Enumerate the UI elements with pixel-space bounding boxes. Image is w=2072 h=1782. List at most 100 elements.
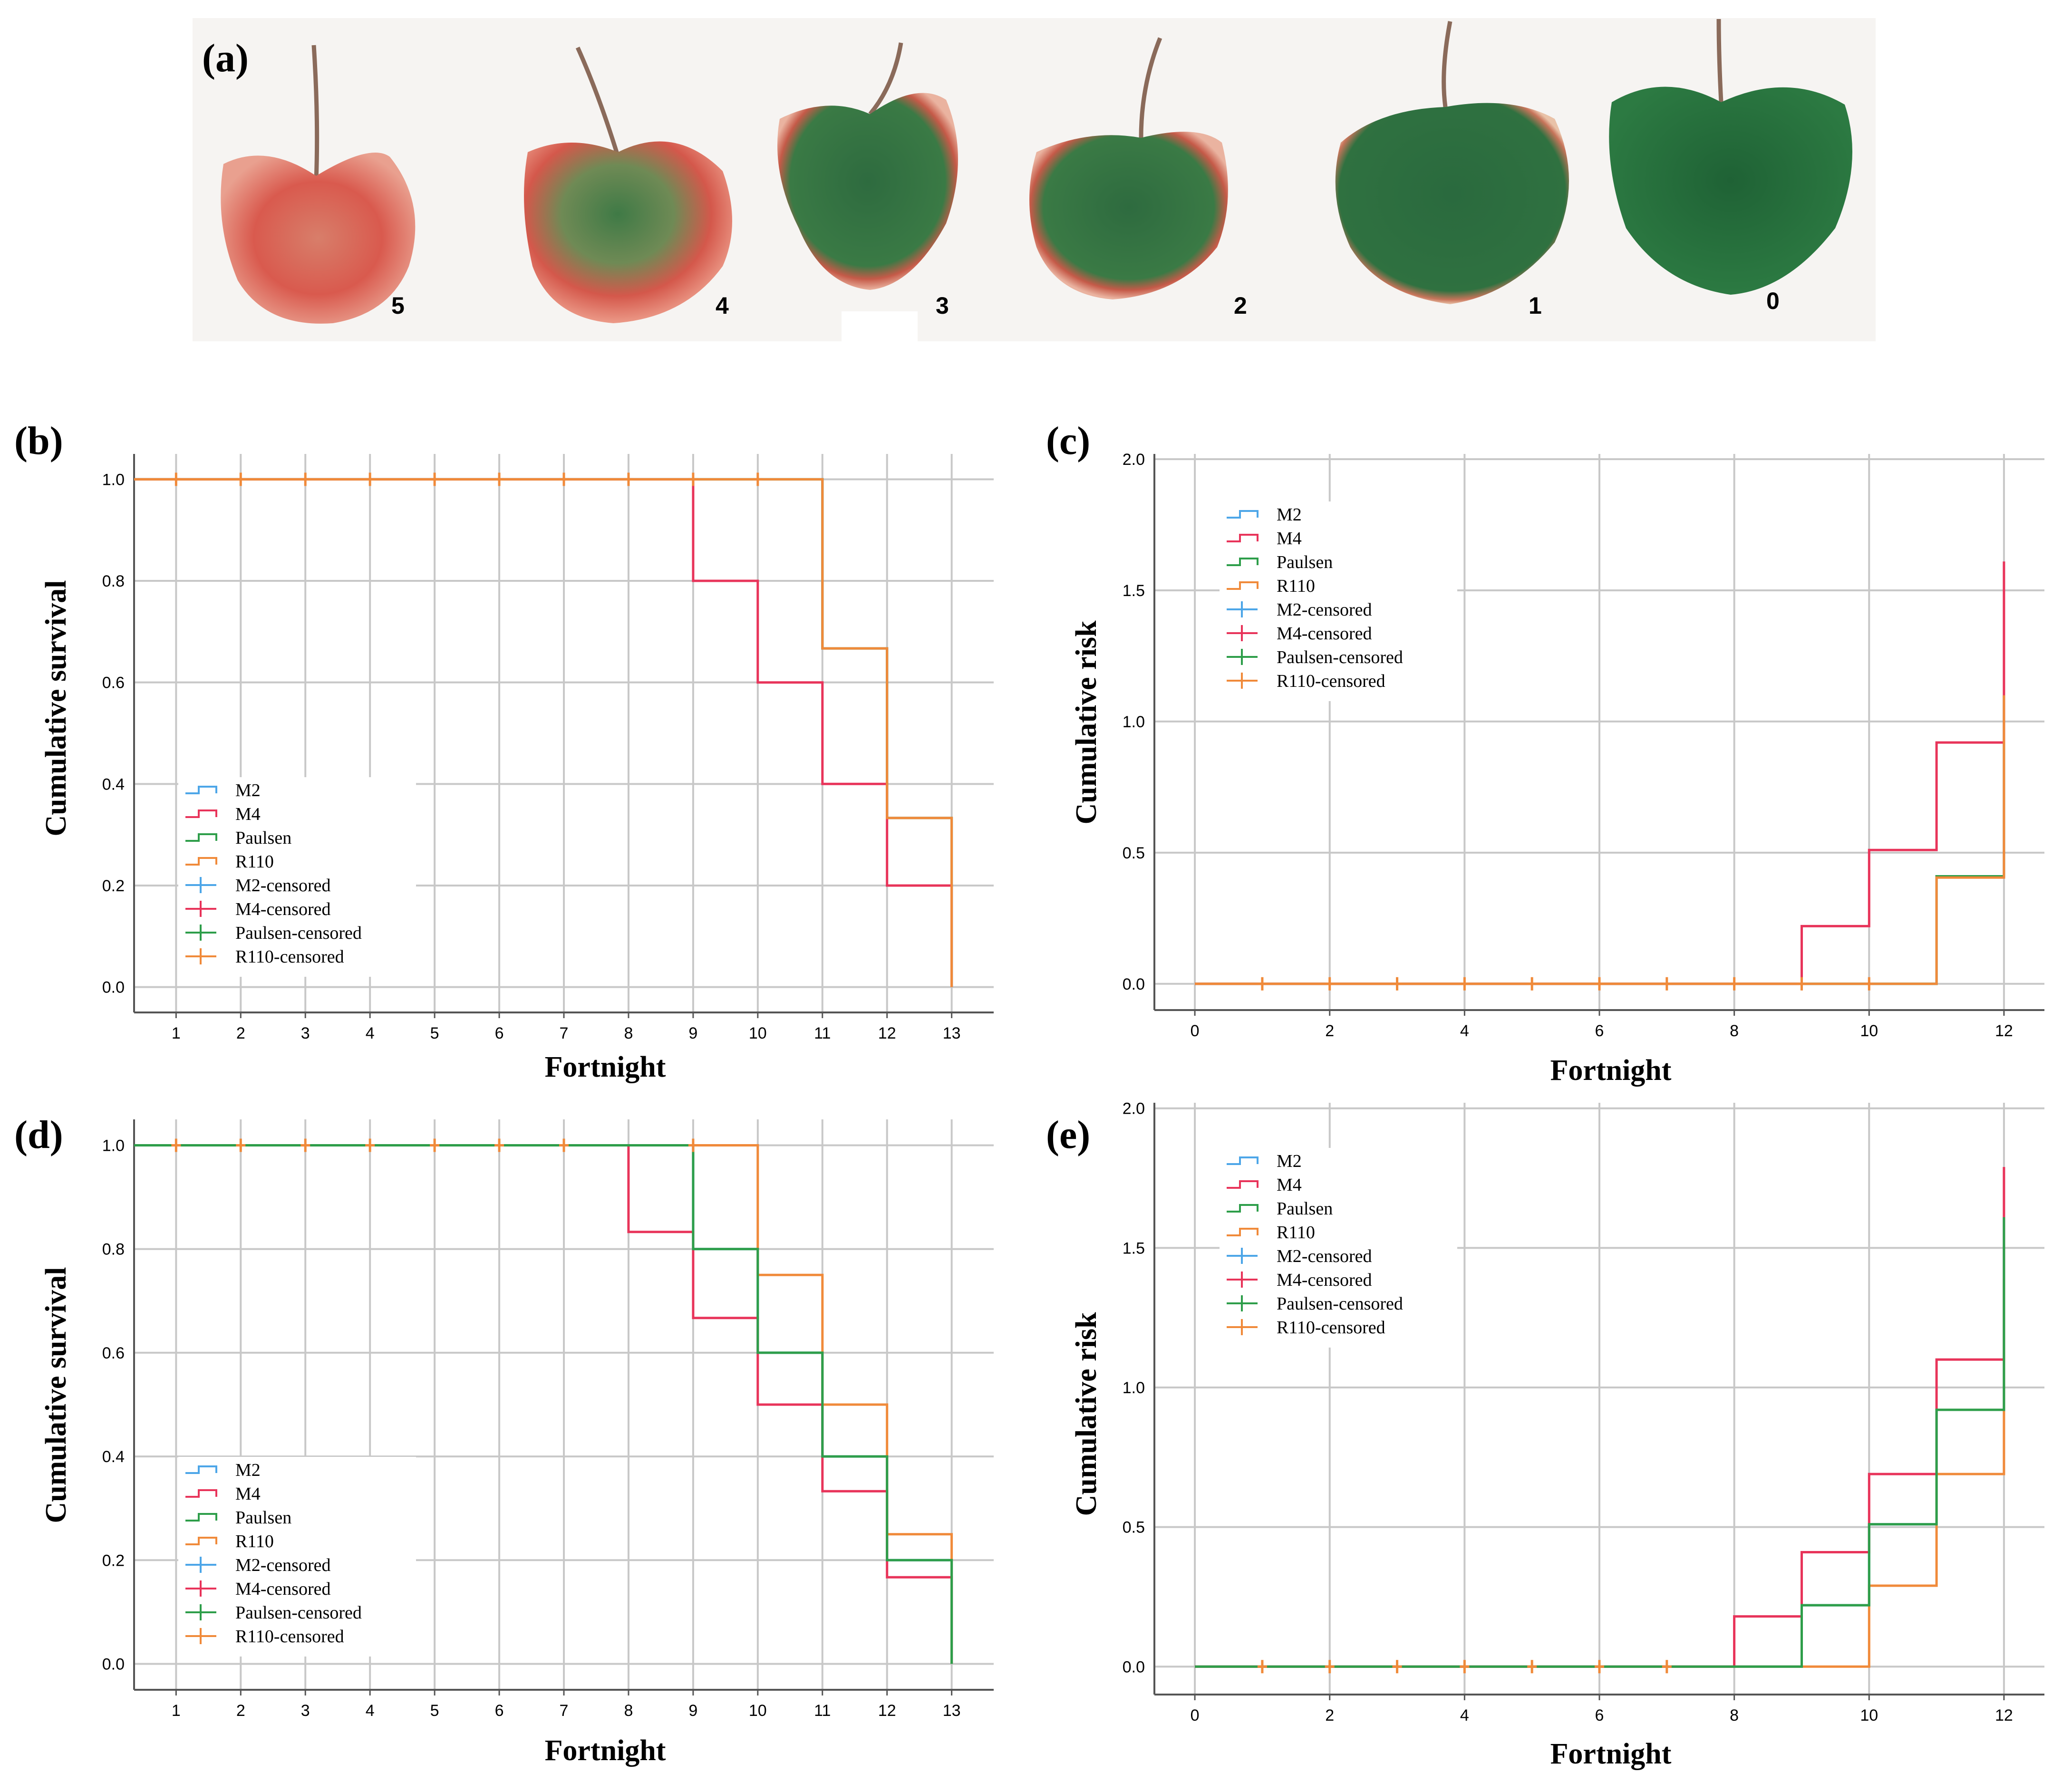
leaf-stem — [1716, 19, 1723, 103]
legend-label: Paulsen — [1277, 1199, 1333, 1219]
x-tick-label: 9 — [688, 1024, 697, 1042]
x-tick-label: 13 — [943, 1702, 961, 1720]
x-axis-title: Fortnight — [1550, 1054, 1672, 1087]
leaf-icon — [1029, 132, 1228, 299]
panel-label: (c) — [1046, 419, 1090, 463]
legend-step-icon — [1227, 558, 1259, 566]
legend-label: R110-censored — [1277, 671, 1385, 691]
series-line-r110 — [1195, 1279, 2005, 1668]
x-tick-label: 2 — [1325, 1706, 1334, 1724]
leaf-stem — [1442, 21, 1452, 107]
censored-marker — [300, 472, 310, 486]
x-tick-label: 10 — [1860, 1022, 1878, 1040]
legend-label: M4 — [1277, 529, 1302, 549]
legend-label: Paulsen-censored — [235, 1603, 362, 1623]
censored-marker — [430, 472, 440, 486]
censored-marker — [1257, 977, 1267, 991]
y-axis-title: Cumulative survival — [40, 580, 72, 836]
y-tick-label: 0.8 — [102, 1241, 125, 1259]
x-tick-label: 0 — [1191, 1706, 1200, 1724]
censored-marker — [494, 1138, 504, 1152]
legend: M2 M4 Paulsen R110 M2-censored M4-censored Pau… — [1220, 1148, 1457, 1348]
series-line-m4 — [134, 478, 953, 987]
x-axis-title: Fortnight — [1550, 1738, 1672, 1770]
y-tick-label: 0.2 — [102, 877, 125, 895]
legend-cross-icon — [185, 1628, 216, 1644]
legend-step-icon — [185, 1513, 217, 1522]
y-tick-label: 0.4 — [102, 775, 125, 793]
legend-cross-icon — [185, 1557, 216, 1573]
x-tick-label: 0 — [1191, 1022, 1200, 1040]
x-tick-label: 12 — [878, 1702, 896, 1720]
x-tick-label: 6 — [1595, 1706, 1604, 1724]
legend-step-icon — [185, 809, 217, 818]
legend-step-icon — [185, 1537, 217, 1545]
censored-marker — [1662, 977, 1672, 991]
x-tick-label: 10 — [749, 1702, 767, 1720]
censored-marker — [1325, 977, 1335, 991]
x-tick-label: 7 — [560, 1702, 569, 1720]
leaf-icon — [1335, 103, 1569, 304]
censored-marker — [1595, 977, 1604, 991]
legend-cross-icon — [1227, 601, 1258, 617]
leaf-score-2: 2 — [1029, 37, 1247, 319]
legend-label: M2-censored — [1277, 1246, 1372, 1266]
photo-gap — [994, 0, 1003, 18]
legend-label: R110 — [1277, 1223, 1315, 1243]
y-tick-label: 2.0 — [1123, 451, 1145, 469]
y-tick-label: 0.8 — [102, 572, 125, 590]
panel-e: (e) Cumulative risk Fortnight 0 2 4 6 8 10 12 0… — [1046, 1100, 2044, 1770]
legend-label: M2-censored — [235, 876, 330, 896]
legend-cross-icon — [1227, 649, 1258, 665]
series-line-r110 — [1195, 695, 2005, 985]
y-tick-label: 0.5 — [1123, 1519, 1145, 1537]
legend-label: R110 — [235, 1532, 274, 1551]
legend-label: M2-censored — [1277, 600, 1372, 620]
censored-marker — [559, 472, 569, 486]
x-tick-label: 4 — [366, 1024, 375, 1042]
y-tick-label: 1.5 — [1123, 582, 1145, 600]
legend-label: R110-censored — [235, 1627, 344, 1647]
legend-step-icon — [185, 786, 217, 794]
leaf-icon — [524, 141, 732, 323]
y-tick-label: 0.2 — [102, 1551, 125, 1570]
legend-step-icon — [1227, 1228, 1259, 1236]
censored-marker — [365, 472, 375, 486]
legend-background — [1220, 1148, 1457, 1348]
leaf-score-label: 4 — [716, 292, 729, 319]
leaf-score-3-photo-gap-top — [994, 0, 1003, 18]
y-tick-label: 0.6 — [102, 1344, 125, 1362]
censored-marker — [1392, 1660, 1402, 1674]
legend-label: M4 — [235, 1484, 261, 1504]
y-tick-label: 1.0 — [102, 471, 125, 489]
x-tick-label: 1 — [172, 1702, 181, 1720]
legend-cross-icon — [185, 1604, 216, 1620]
legend: M2 M4 Paulsen R110 M2-censored M4-censored Pau… — [178, 777, 416, 977]
y-tick-label: 0.0 — [102, 979, 125, 997]
x-tick-label: 10 — [749, 1024, 767, 1042]
y-axis-title: Cumulative risk — [1070, 1312, 1103, 1516]
legend-cross-icon — [185, 1580, 216, 1597]
censored-marker — [1527, 1660, 1537, 1674]
leaf-score-label: 0 — [1766, 288, 1780, 314]
censored-marker — [236, 472, 246, 486]
x-tick-label: 6 — [495, 1024, 504, 1042]
censored-marker — [171, 1138, 181, 1152]
x-tick-label: 8 — [624, 1702, 633, 1720]
censored-marker — [688, 472, 698, 486]
x-tick-label: 11 — [814, 1702, 831, 1720]
y-tick-label: 1.0 — [1123, 713, 1145, 731]
legend-step-icon — [185, 1465, 217, 1474]
leaf-stem — [575, 47, 620, 158]
x-tick-label: 8 — [1730, 1706, 1739, 1724]
y-axis-title: Cumulative survival — [40, 1267, 72, 1523]
legend-step-icon — [185, 833, 217, 842]
censored-marker — [430, 1138, 440, 1152]
leaf-score-3: 3 — [777, 42, 958, 341]
leaf-stem — [868, 42, 903, 116]
legend-label: R110-censored — [235, 947, 344, 967]
x-tick-label: 5 — [430, 1702, 439, 1720]
legend-step-icon — [185, 857, 217, 866]
legend-label: R110-censored — [1277, 1318, 1385, 1338]
